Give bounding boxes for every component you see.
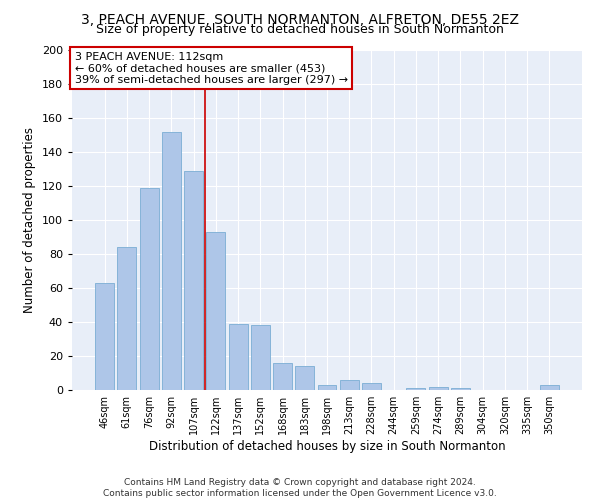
Bar [362,383,381,390]
Text: Contains HM Land Registry data © Crown copyright and database right 2024.
Contai: Contains HM Land Registry data © Crown c… [103,478,497,498]
Bar [317,385,337,390]
Bar [251,326,270,390]
Bar [295,366,314,390]
Text: Size of property relative to detached houses in South Normanton: Size of property relative to detached ho… [96,22,504,36]
Bar [340,380,359,390]
Text: 3, PEACH AVENUE, SOUTH NORMANTON, ALFRETON, DE55 2EZ: 3, PEACH AVENUE, SOUTH NORMANTON, ALFRET… [81,12,519,26]
Bar [206,232,225,390]
Bar [429,386,448,390]
Bar [118,247,136,390]
Bar [273,363,292,390]
X-axis label: Distribution of detached houses by size in South Normanton: Distribution of detached houses by size … [149,440,505,453]
Bar [184,170,203,390]
Bar [140,188,158,390]
Bar [406,388,425,390]
Text: 3 PEACH AVENUE: 112sqm
← 60% of detached houses are smaller (453)
39% of semi-de: 3 PEACH AVENUE: 112sqm ← 60% of detached… [74,52,347,85]
Bar [95,283,114,390]
Bar [540,385,559,390]
Bar [451,388,470,390]
Bar [229,324,248,390]
Y-axis label: Number of detached properties: Number of detached properties [23,127,36,313]
Bar [162,132,181,390]
